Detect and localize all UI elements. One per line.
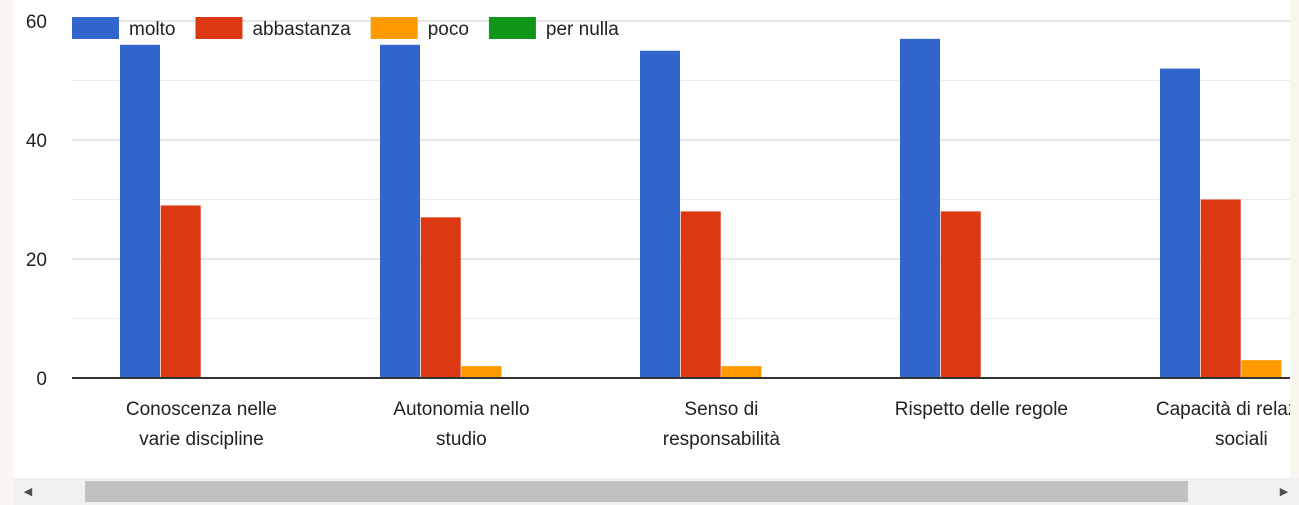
bar-poco-4[interactable]	[1241, 360, 1282, 378]
horizontal-scrollbar[interactable]: ◀ ▶	[13, 478, 1299, 505]
y-tick-label: 20	[26, 250, 47, 271]
x-category-label: Capacità di relazioni	[1156, 399, 1299, 420]
bar-molto-2[interactable]	[640, 50, 680, 378]
y-tick-label: 0	[36, 369, 47, 390]
bar-molto-4[interactable]	[1160, 68, 1200, 378]
legend-label[interactable]: poco	[428, 19, 469, 40]
legend-label[interactable]: molto	[129, 19, 175, 40]
scroll-left-arrow-icon[interactable]: ◀	[23, 486, 33, 498]
x-category-label: sociali	[1215, 429, 1268, 450]
legend-label[interactable]: abbastanza	[252, 19, 351, 40]
x-category-label: responsabilità	[663, 429, 781, 450]
scroll-right-arrow-icon[interactable]: ▶	[1279, 486, 1289, 498]
axes: 0 20 40 60 Conoscenza nelle varie discipline A…	[26, 12, 1299, 450]
y-tick-label: 40	[26, 131, 47, 152]
x-category-label: Rispetto delle regole	[895, 399, 1068, 420]
legend-swatch[interactable]	[488, 17, 536, 39]
bar-abbastanza-4[interactable]	[1200, 199, 1241, 379]
x-category-label: Senso di	[684, 399, 758, 420]
chart-right-edge	[1290, 0, 1299, 478]
x-category-label: Conoscenza nelle	[126, 399, 277, 420]
bar-abbastanza-1[interactable]	[420, 217, 461, 378]
bar-abbastanza-3[interactable]	[940, 211, 981, 378]
chart-canvas: 0 20 40 60 Conoscenza nelle varie discipline A…	[26, 12, 1299, 450]
legend-label[interactable]: per nulla	[546, 19, 619, 40]
x-category-label: Autonomia nello	[393, 399, 529, 420]
bar-poco-1[interactable]	[461, 366, 502, 378]
legend-swatch[interactable]	[72, 17, 119, 39]
bar-molto-1[interactable]	[380, 44, 420, 379]
bar-molto-0[interactable]	[120, 44, 160, 379]
bar-abbastanza-2[interactable]	[680, 211, 721, 378]
x-category-label: studio	[436, 429, 487, 450]
legend-swatch[interactable]	[195, 17, 243, 39]
bar-molto-3[interactable]	[900, 38, 940, 378]
y-tick-label: 60	[26, 12, 47, 33]
scrollbar-thumb[interactable]	[85, 481, 1188, 502]
legend: molto abbastanza poco per nulla	[72, 17, 619, 40]
bars	[120, 38, 1282, 379]
bar-abbastanza-0[interactable]	[160, 205, 201, 378]
bar-poco-2[interactable]	[721, 366, 762, 378]
legend-swatch[interactable]	[370, 17, 418, 39]
x-category-label: varie discipline	[139, 429, 264, 450]
